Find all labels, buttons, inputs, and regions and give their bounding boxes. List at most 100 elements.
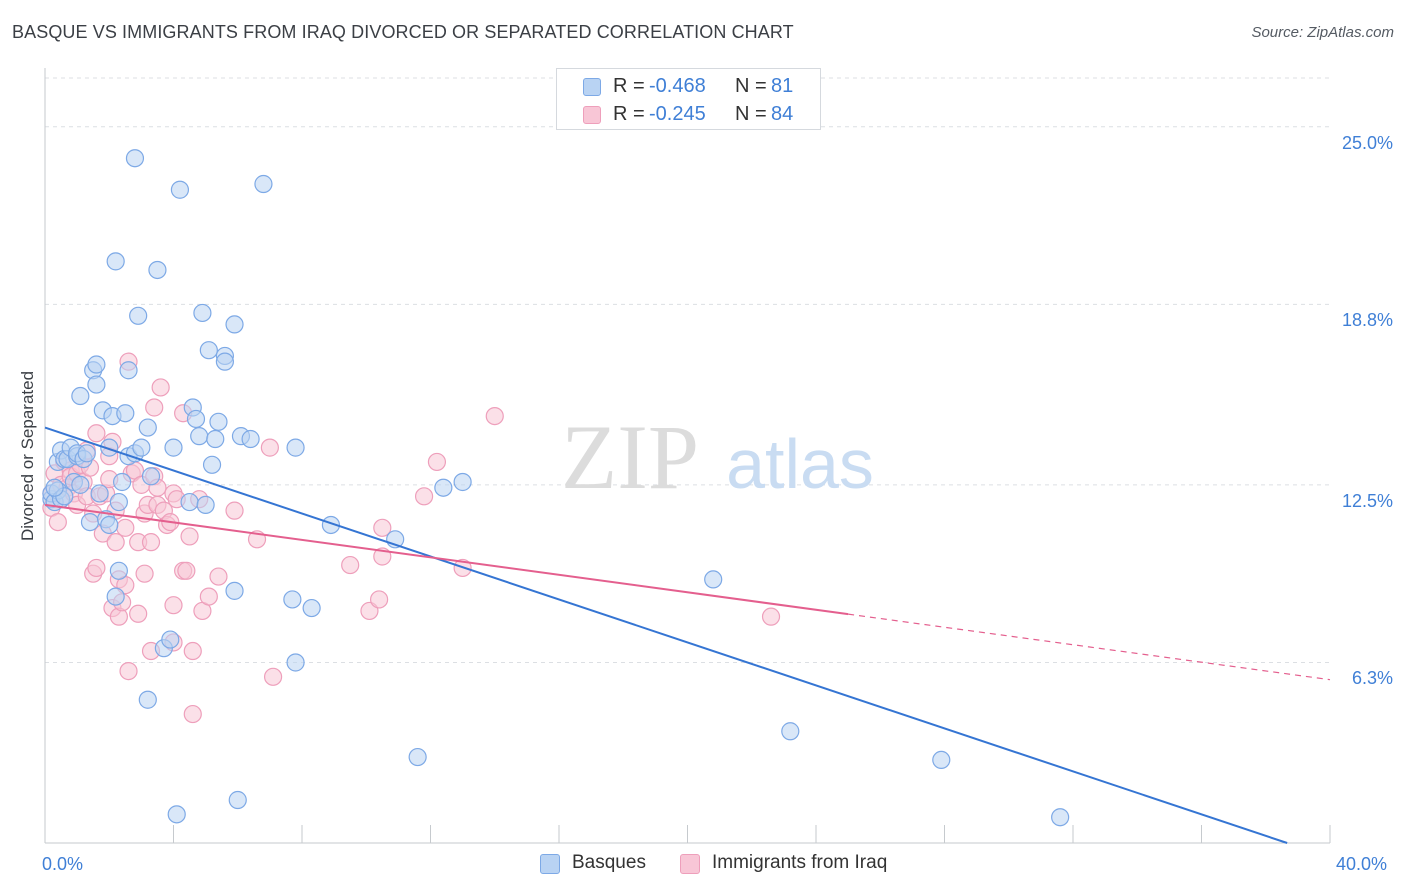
basque-point: [225, 581, 244, 600]
iraq-point: [341, 555, 360, 575]
basque-trend-line: [44, 426, 1288, 844]
basque-point: [132, 438, 151, 457]
y-tick-label: 25.0%: [1341, 132, 1393, 153]
basque-point: [283, 590, 302, 609]
basque-point: [186, 409, 206, 429]
x-tick-min: 0.0%: [42, 854, 84, 874]
basque-point: [119, 361, 138, 380]
basque-point: [109, 561, 128, 580]
basque-point: [932, 750, 951, 770]
iraq-point: [119, 661, 138, 681]
iraq-point: [135, 564, 154, 583]
trend-lines: [44, 426, 1331, 844]
basque-point: [100, 515, 119, 535]
iraq-point: [116, 518, 135, 537]
basque-point: [193, 303, 212, 323]
basque-point: [71, 475, 90, 494]
basque-point: [286, 438, 305, 457]
iraq-trend-line: [44, 503, 849, 616]
legend-n-label: N =: [735, 75, 767, 97]
y-tick-label: 6.3%: [1351, 668, 1393, 689]
basque-point: [112, 472, 132, 492]
basque-point: [180, 492, 199, 512]
basque-point: [167, 805, 186, 824]
legend-r-label: R =: [613, 103, 645, 125]
iraq-point: [129, 604, 148, 623]
basque-point: [434, 478, 453, 497]
bottom-label-basques: Basques: [572, 852, 646, 873]
basque-point: [1051, 808, 1070, 827]
legend-swatch-basques: [583, 78, 601, 96]
iraq-point: [225, 501, 244, 520]
basque-point: [228, 790, 247, 810]
iraq-point: [485, 406, 504, 426]
legend-r-label: R =: [613, 75, 645, 97]
basque-point: [286, 653, 305, 672]
basque-point: [202, 455, 222, 474]
basque-point: [241, 429, 260, 449]
basque-point: [71, 386, 90, 406]
iraq-point: [180, 527, 199, 546]
basque-point: [106, 252, 125, 271]
basque-point: [138, 690, 157, 709]
basque-point: [87, 355, 106, 374]
x-tick-max: 40.0%: [1336, 854, 1388, 874]
legend-swatch-iraq: [583, 106, 601, 124]
iraq-point: [183, 704, 202, 724]
watermark: ZIP atlas: [561, 406, 874, 508]
gridlines: [45, 77, 1330, 663]
legend: R = -0.468 N = 81 R = -0.245 N = 84: [556, 68, 821, 130]
basque-point: [199, 341, 218, 360]
basque-point: [109, 492, 128, 512]
iraq-point: [260, 438, 279, 457]
basque-point: [254, 174, 273, 194]
iraq-point: [263, 667, 283, 686]
source-label: Source: ZipAtlas.com: [1251, 24, 1394, 41]
legend-n-value: 81: [771, 75, 794, 97]
basque-point: [45, 478, 64, 497]
basque-point: [408, 747, 427, 767]
iraq-point: [151, 378, 170, 397]
basque-point: [125, 149, 145, 168]
iraq-point: [177, 561, 196, 580]
basque-point: [106, 587, 125, 606]
basque-point: [148, 260, 167, 280]
basque-point: [77, 444, 96, 463]
basque-points: [42, 149, 1070, 827]
watermark-zip: ZIP: [561, 406, 699, 508]
basque-point: [87, 375, 106, 394]
basque-point: [80, 513, 100, 532]
basque-point: [164, 438, 183, 457]
basque-point: [170, 180, 190, 199]
y-tick-label: 18.8%: [1341, 310, 1393, 331]
basque-point: [453, 472, 472, 492]
iraq-point: [164, 596, 183, 615]
iraq-point: [373, 518, 392, 537]
basque-point: [116, 404, 135, 423]
legend-n-value: 84: [771, 103, 794, 125]
iraq-point: [87, 558, 106, 578]
legend-n-label: N =: [735, 103, 767, 125]
bottom-swatch-basques: [540, 854, 560, 874]
basque-point: [129, 306, 148, 325]
iraq-point: [199, 587, 218, 606]
iraq-trend-extension: [848, 613, 1331, 681]
basque-point: [100, 438, 119, 457]
iraq-point: [87, 424, 106, 443]
basque-point: [704, 570, 723, 589]
basque-point: [196, 495, 215, 515]
iraq-point: [414, 487, 434, 506]
bottom-swatch-iraq: [680, 854, 700, 874]
basque-point: [206, 429, 225, 449]
iraq-point: [183, 641, 202, 661]
iraq-point: [48, 513, 67, 532]
iraq-point: [141, 533, 161, 552]
legend-r-value: -0.245: [649, 103, 706, 125]
basque-point: [225, 315, 244, 334]
iraq-point: [370, 590, 389, 609]
iraq-point: [106, 533, 125, 552]
basque-point: [190, 427, 209, 446]
watermark-atlas: atlas: [726, 425, 874, 503]
chart-title: BASQUE VS IMMIGRANTS FROM IRAQ DIVORCED …: [12, 22, 794, 42]
y-axis-label: Divorced or Separated: [18, 370, 37, 542]
